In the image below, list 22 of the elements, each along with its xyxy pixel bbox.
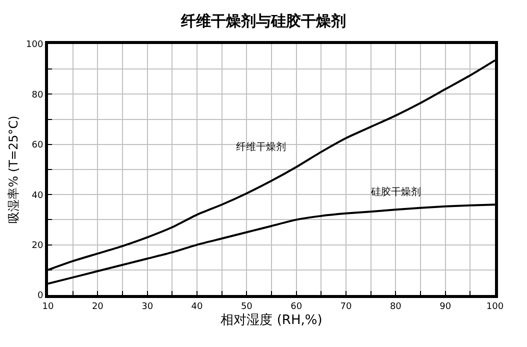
- y-tick-label: 40: [32, 190, 44, 201]
- series-label: 纤维干燥剂: [236, 141, 286, 153]
- x-tick-label: 100: [486, 302, 504, 312]
- chart-title: 纤维干燥剂与硅胶干燥剂: [180, 12, 346, 30]
- y-tick-label: 80: [32, 90, 44, 100]
- y-tick-label: 0: [37, 291, 44, 302]
- x-tick-label: 60: [290, 302, 302, 312]
- x-tick-label: 70: [340, 302, 352, 312]
- line-series: [48, 204, 495, 285]
- series-label: 硅胶干燥剂: [370, 186, 421, 198]
- y-tick-label: 20: [32, 240, 44, 251]
- x-tick-label: 20: [92, 302, 104, 312]
- x-tick-label: 10: [42, 302, 54, 312]
- y-tick-label: 60: [32, 140, 44, 151]
- x-tick-label: 80: [390, 302, 402, 312]
- x-tick-label: 40: [191, 302, 203, 312]
- x-tick-label: 50: [240, 302, 253, 312]
- y-tick-label: 100: [26, 40, 44, 50]
- x-tick-label: 30: [142, 302, 154, 312]
- x-axis-title: 相对湿度 (RH,%): [220, 312, 322, 328]
- x-tick-label: 90: [440, 302, 452, 312]
- y-axis-title: 吸湿率% (T=25°C): [6, 116, 20, 224]
